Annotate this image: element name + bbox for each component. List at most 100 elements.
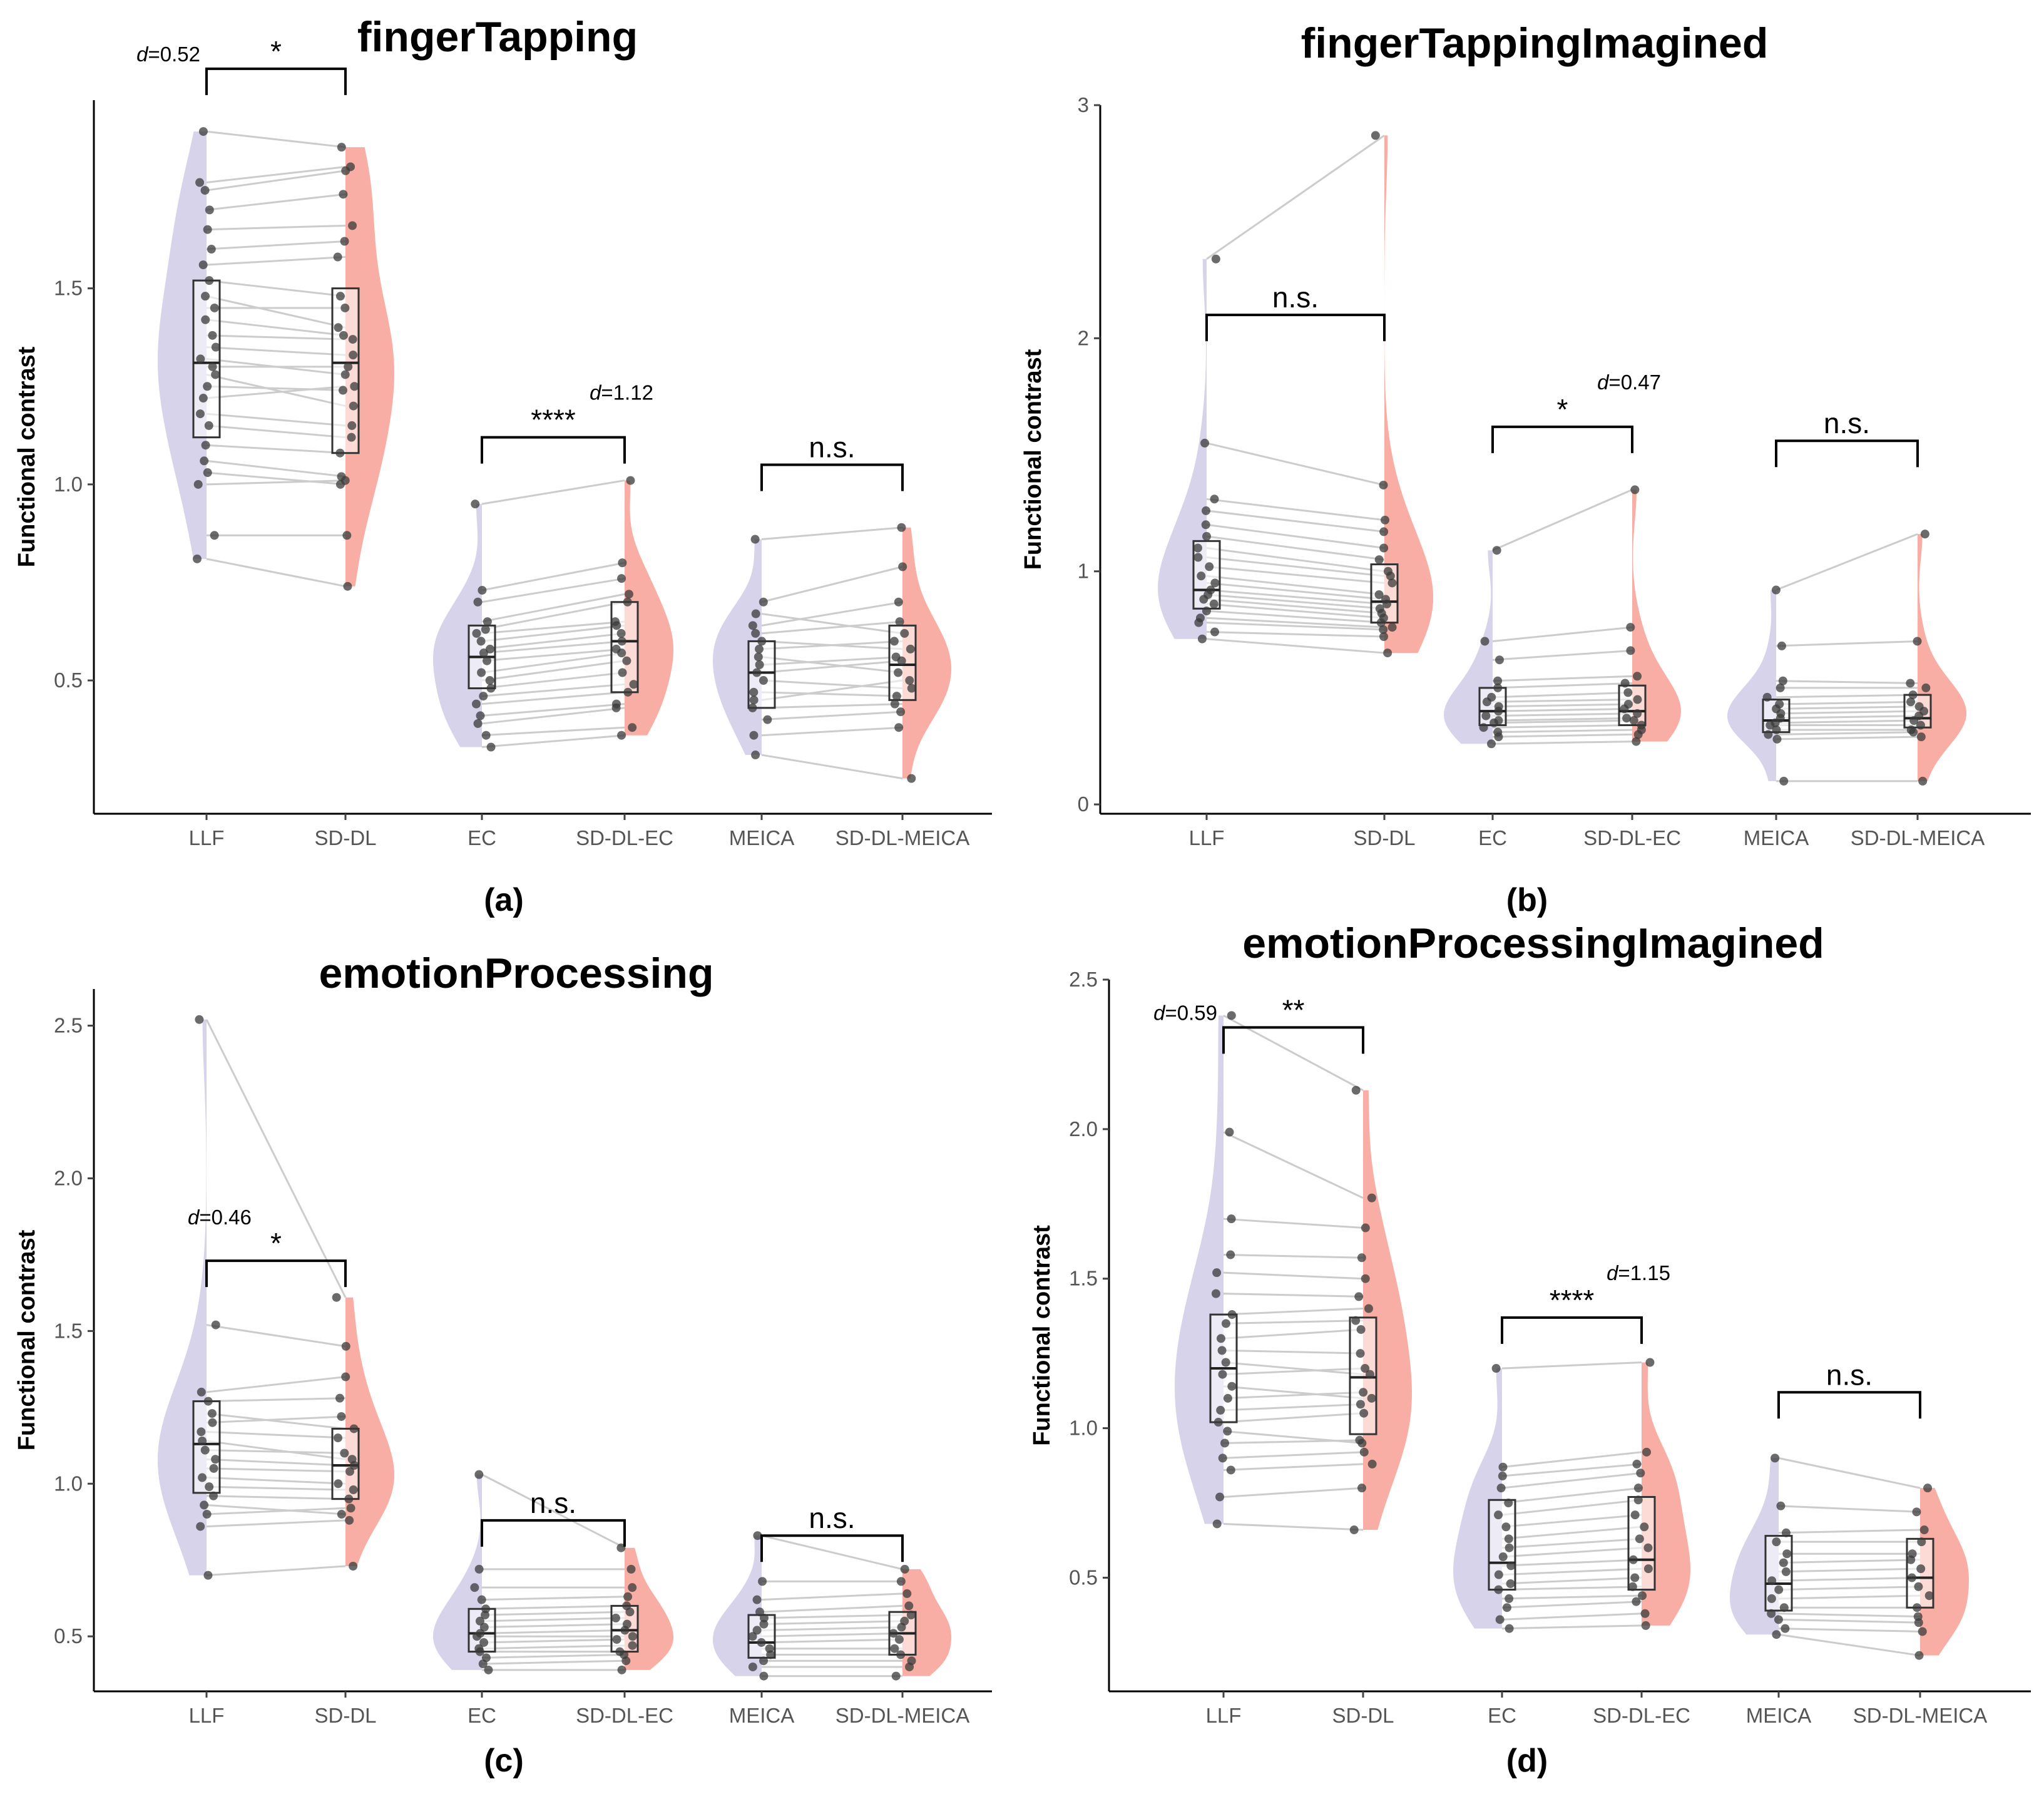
- paired-line: [761, 660, 903, 674]
- effect-size-value: =0.46: [199, 1206, 252, 1229]
- data-point: [889, 1629, 898, 1638]
- significance-label: *: [270, 35, 282, 68]
- data-point: [1913, 637, 1922, 646]
- y-tick-label: 1.0: [1069, 1417, 1098, 1440]
- group-llf: [1175, 1011, 1412, 1535]
- data-point: [897, 523, 906, 532]
- data-point: [475, 1616, 484, 1626]
- data-point: [205, 205, 214, 215]
- paired-line: [761, 679, 903, 690]
- data-point: [335, 1393, 344, 1403]
- data-point: [1486, 739, 1496, 749]
- paired-line: [1778, 1627, 1921, 1633]
- data-point: [208, 331, 217, 340]
- paired-line: [1206, 547, 1385, 573]
- data-point: [200, 1500, 209, 1510]
- data-point: [205, 1482, 214, 1492]
- data-point: [900, 1616, 909, 1626]
- data-point: [1633, 709, 1642, 718]
- data-point: [1636, 1469, 1645, 1478]
- data-point: [1642, 1447, 1651, 1457]
- paired-line: [1776, 533, 1918, 591]
- data-point: [350, 382, 359, 391]
- paired-line: [761, 1638, 903, 1644]
- data-point: [1632, 1597, 1641, 1606]
- paired-line: [1206, 593, 1385, 610]
- paired-line: [206, 1430, 346, 1439]
- paired-line: [481, 1596, 625, 1601]
- data-point: [209, 1491, 218, 1500]
- x-tick-label: EC: [468, 1704, 496, 1727]
- data-point: [1201, 520, 1210, 530]
- paired-line: [761, 710, 903, 721]
- paired-line: [481, 734, 625, 749]
- paired-line: [206, 373, 346, 407]
- data-point: [1493, 727, 1503, 737]
- paired-line: [206, 1565, 346, 1577]
- data-point: [1206, 585, 1215, 595]
- y-tick-label: 0.5: [1069, 1566, 1098, 1589]
- data-point: [195, 409, 205, 419]
- data-point: [1781, 1624, 1790, 1633]
- panel-a: fingerTapping (a) Functional contrast 0.5 1.…: [14, 13, 992, 918]
- data-point: [1916, 720, 1925, 730]
- data-point: [202, 1510, 212, 1519]
- paired-line: [1778, 1594, 1921, 1600]
- paired-line: [1776, 640, 1918, 647]
- data-point: [200, 186, 210, 195]
- paired-line: [481, 577, 625, 603]
- data-point: [1918, 776, 1928, 786]
- data-point: [1495, 1615, 1505, 1624]
- paired-line: [1223, 1254, 1364, 1259]
- y-tick-label: 2.5: [54, 1014, 83, 1037]
- chart-title: fingerTappingImagined: [1301, 19, 1769, 67]
- data-point: [338, 386, 347, 395]
- data-point: [1776, 683, 1785, 692]
- paired-line: [1778, 1567, 1921, 1573]
- chart-title: emotionProcessing: [319, 950, 713, 997]
- paired-line: [761, 1632, 903, 1638]
- y-tick-label: 1.5: [54, 277, 83, 300]
- data-point: [896, 1650, 906, 1659]
- paired-line: [481, 703, 625, 717]
- data-point: [1227, 1310, 1237, 1320]
- data-point: [1212, 1519, 1222, 1529]
- data-point: [1371, 131, 1380, 140]
- data-point: [896, 707, 906, 717]
- data-point: [198, 260, 208, 270]
- panel-caption: (b): [1506, 882, 1548, 918]
- panel-caption: (a): [484, 882, 524, 918]
- data-point: [1351, 1085, 1361, 1095]
- data-point: [622, 656, 631, 665]
- x-tick-label: SD-DL: [1332, 1704, 1394, 1727]
- paired-line: [1492, 712, 1633, 717]
- data-point: [1491, 1364, 1501, 1373]
- paired-line: [206, 1449, 346, 1454]
- data-point: [341, 1341, 350, 1351]
- paired-line: [1223, 1412, 1364, 1423]
- data-point: [1777, 641, 1787, 650]
- data-point: [483, 656, 492, 665]
- data-point: [1630, 485, 1640, 495]
- y-tick-label: 1.5: [1069, 1267, 1098, 1290]
- significance-label: **: [1282, 993, 1305, 1026]
- data-point: [1914, 702, 1924, 711]
- x-tick-label: SD-DL-MEICA: [1851, 826, 1985, 849]
- paired-line: [206, 357, 346, 376]
- x-tick-label: SD-DL-EC: [576, 1704, 673, 1727]
- data-point: [1479, 723, 1488, 732]
- data-point: [1226, 1250, 1235, 1259]
- paired-line: [1492, 729, 1633, 734]
- paired-line: [1223, 1217, 1364, 1229]
- paired-line: [1776, 705, 1918, 710]
- data-point: [348, 221, 357, 230]
- data-point: [628, 723, 637, 732]
- data-point: [471, 500, 480, 509]
- data-point: [617, 730, 626, 740]
- data-point: [1767, 1576, 1777, 1586]
- paired-line: [761, 655, 903, 666]
- paired-line: [481, 1629, 625, 1634]
- data-point: [1356, 1400, 1365, 1409]
- data-point: [1923, 1484, 1933, 1493]
- paired-line: [1223, 1487, 1364, 1498]
